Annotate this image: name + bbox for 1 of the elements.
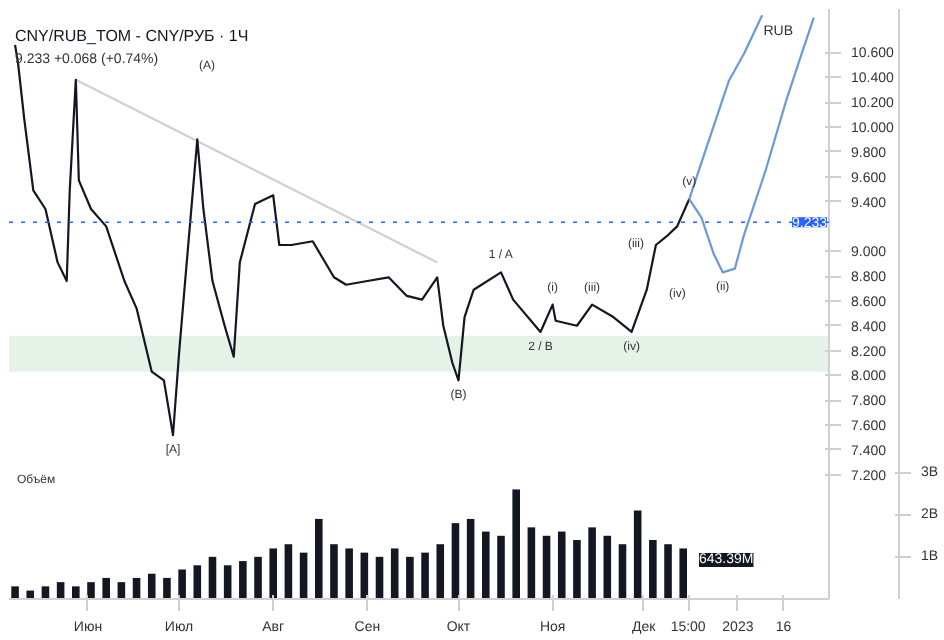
text: CNY/RUB_TOM - CNY/РУБ · 1Ч [15,27,249,45]
